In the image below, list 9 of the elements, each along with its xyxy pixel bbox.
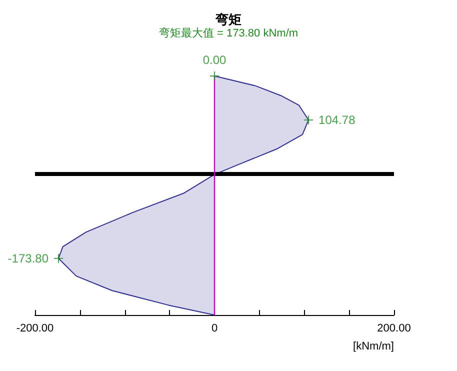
chart-subtitle: 弯矩最大值 = 173.80 kNm/m bbox=[158, 26, 298, 40]
annotation: -173.80 bbox=[8, 251, 49, 266]
x-tick-label: 200.00 bbox=[377, 322, 411, 334]
x-tick-label: -200.00 bbox=[16, 322, 54, 334]
annotation: 104.78 bbox=[318, 112, 356, 127]
chart-title: 弯矩 bbox=[214, 12, 242, 27]
x-axis-title: [kNm/m] bbox=[353, 340, 394, 352]
x-tick-label: 0 bbox=[211, 322, 218, 334]
annotation: 0.00 bbox=[202, 53, 226, 67]
